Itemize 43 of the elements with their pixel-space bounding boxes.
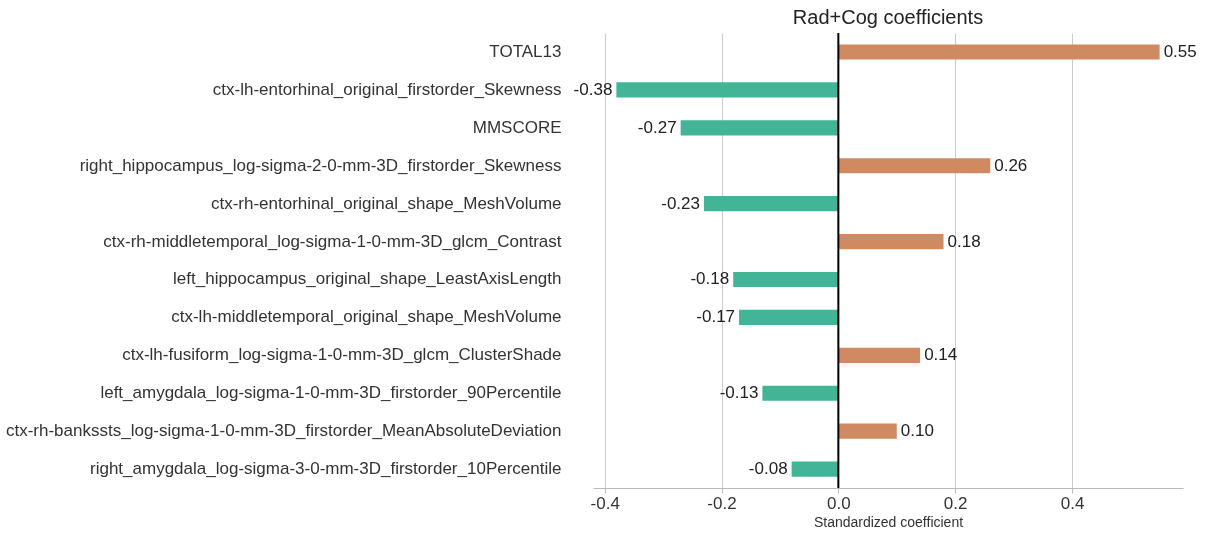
y-tick-label: ctx-rh-middletemporal_log-sigma-1-0-mm-3D_glcm_Contrast — [103, 231, 562, 251]
y-tick-label: ctx-rh-entorhinal_original_shape_MeshVolume — [210, 193, 562, 213]
data-label: -0.17 — [696, 307, 736, 327]
bar — [838, 233, 944, 250]
bar — [838, 158, 991, 174]
data-label: -0.13 — [719, 383, 759, 403]
data-label: -0.27 — [637, 117, 677, 137]
y-tick-label: ctx-lh-middletemporal_original_shape_MeshVolume — [171, 307, 562, 327]
y-tick-label: left_hippocampus_original_shape_LeastAxisLength — [173, 269, 562, 289]
y-tick-label: ctx-lh-fusiform_log-sigma-1-0-mm-3D_glcm_ClusterShade — [122, 345, 562, 365]
y-tick-label: right_amygdala_log-sigma-3-0-mm-3D_firstorder_10Percentile — [90, 459, 562, 479]
bar — [838, 423, 897, 439]
x-tick-label: 0.2 — [943, 493, 968, 513]
data-label: -0.23 — [661, 193, 700, 213]
data-label: 0.18 — [947, 231, 981, 251]
data-label: 0.10 — [900, 421, 934, 441]
data-label: -0.08 — [748, 459, 788, 479]
x-tick-label: 0.0 — [827, 493, 851, 513]
bar — [733, 271, 839, 288]
x-tick-label: 0.4 — [1060, 493, 1085, 513]
data-label: 0.26 — [994, 155, 1028, 175]
y-tick-label: ctx-rh-bankssts_log-sigma-1-0-mm-3D_firstorder_MeanAbsoluteDeviation — [5, 421, 562, 441]
data-label: -0.18 — [690, 269, 730, 289]
bar — [703, 196, 839, 212]
bar — [791, 461, 839, 477]
bar — [616, 82, 839, 98]
bar — [838, 347, 921, 363]
bar — [739, 309, 839, 325]
data-label: -0.38 — [573, 79, 613, 99]
x-tick-label: -0.2 — [707, 493, 737, 513]
bar — [762, 385, 839, 401]
y-tick-label: TOTAL13 — [489, 41, 562, 61]
y-tick-label: right_hippocampus_log-sigma-2-0-mm-3D_firstorder_Skewness — [79, 155, 562, 175]
data-label: 0.14 — [924, 345, 958, 365]
x-tick-label: -0.4 — [590, 493, 620, 513]
bar — [838, 44, 1160, 60]
y-tick-label: ctx-lh-entorhinal_original_firstorder_Skewness — [212, 79, 562, 99]
data-label: 0.55 — [1163, 41, 1197, 61]
chart-title: Rad+Cog coefficients — [792, 6, 984, 28]
y-tick-label: left_amygdala_log-sigma-1-0-mm-3D_firstorder_90Percentile — [100, 383, 562, 403]
bar — [680, 120, 839, 136]
y-tick-label: MMSCORE — [472, 117, 562, 137]
x-axis-title: Standardized coefficient — [813, 513, 964, 530]
